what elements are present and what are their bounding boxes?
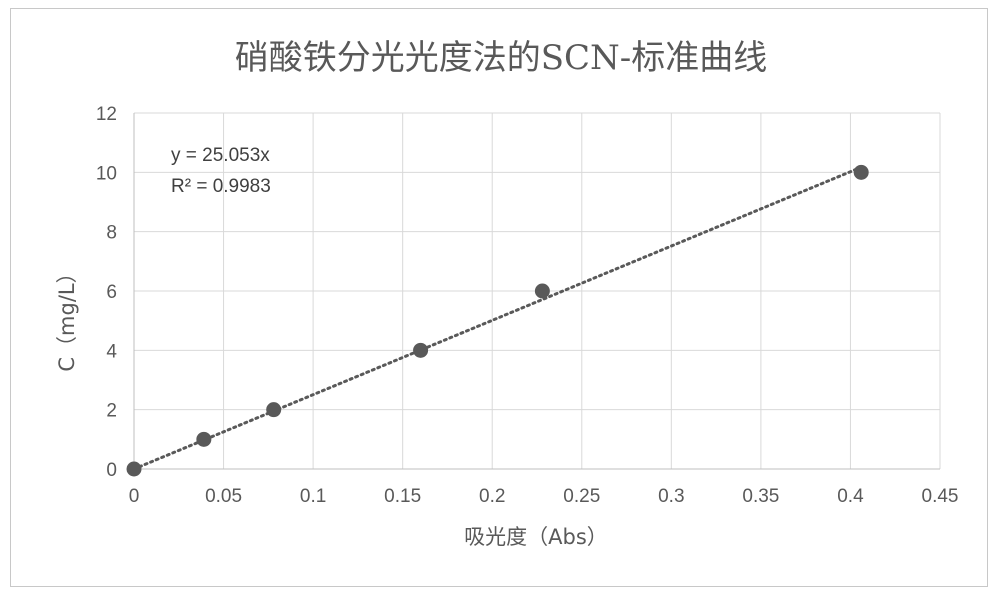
chart-svg: 硝酸铁分光光度法的SCN-标准曲线 0 2 4 6 8 10 12 0 0.05 0.1 0.15…	[55, 38, 959, 549]
axis-layer	[133, 113, 940, 470]
grid-layer	[134, 112, 941, 469]
x-tick-label: 0.05	[205, 486, 242, 507]
y-tick-label: 8	[106, 223, 117, 244]
x-tick-label: 0.25	[563, 486, 600, 507]
y-tick-label: 0	[106, 460, 117, 481]
data-points	[126, 164, 869, 477]
y-axis-label: C（mg/L）	[55, 262, 79, 371]
x-axis-label: 吸光度（Abs）	[464, 525, 608, 549]
x-tick-label: 0.15	[384, 486, 421, 507]
y-tick-label: 6	[106, 282, 117, 303]
data-point	[196, 431, 212, 447]
y-tick-label: 2	[106, 401, 117, 422]
x-tick-label: 0.4	[837, 486, 864, 507]
data-point	[266, 402, 282, 418]
data-point	[853, 164, 869, 180]
y-tick-labels: 0 2 4 6 8 10 12	[96, 104, 118, 481]
x-tick-label: 0.35	[742, 486, 779, 507]
chart-title: 硝酸铁分光光度法的SCN-标准曲线	[235, 38, 768, 78]
r-squared-label: R² = 0.9983	[171, 176, 271, 197]
x-tick-labels: 0 0.05 0.1 0.15 0.2 0.25 0.3 0.35 0.4 0.45	[129, 486, 959, 507]
data-point	[413, 342, 429, 358]
x-tick-label: 0.2	[479, 486, 505, 507]
x-tick-label: 0.1	[300, 486, 326, 507]
data-point	[534, 283, 550, 299]
y-tick-label: 4	[106, 341, 117, 362]
y-tick-label: 12	[96, 104, 117, 125]
y-tick-label: 10	[96, 163, 117, 184]
x-tick-label: 0	[129, 486, 140, 507]
trendline-layer	[132, 165, 863, 471]
x-tick-label: 0.3	[658, 486, 684, 507]
trendline-equation: y = 25.053x	[171, 145, 270, 166]
x-tick-label: 0.45	[922, 486, 959, 507]
trendline	[132, 165, 863, 471]
data-point	[126, 461, 142, 477]
chart-frame: 硝酸铁分光光度法的SCN-标准曲线 0 2 4 6 8 10 12 0 0.05 0.1 0.15…	[10, 8, 988, 587]
